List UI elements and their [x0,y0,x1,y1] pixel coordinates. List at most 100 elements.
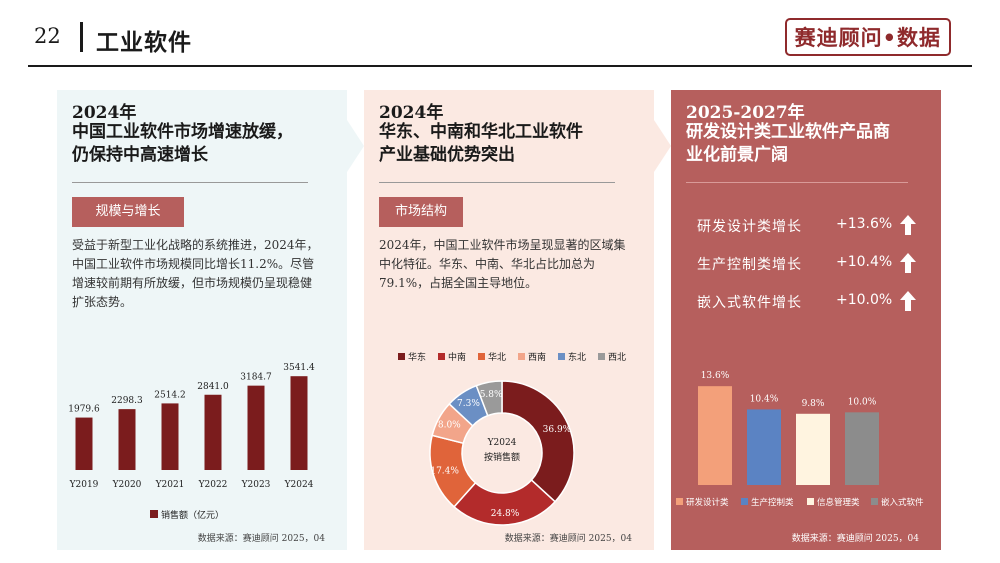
panel-heading-line: 华东、中南和华北工业软件 [379,122,583,142]
legend-label: 研发设计类 [686,497,729,508]
legend-label: 西北 [608,352,626,363]
region-donut-chart: 华东 中南 华北 西南 东北 西北 36.9% 24.8% 17.4% 8.0% 7.3%5.8%… [398,351,626,526]
panel-arrow [654,120,671,172]
bar [161,403,179,470]
panel-heading-line: 研发设计类工业软件产品商 [686,122,890,142]
legend-label: 销售额（亿元） [161,509,224,521]
bar [118,409,136,470]
legend-label: 生产控制类 [751,497,794,508]
bar-value-label: 10.0% [848,397,877,407]
sales-bar-chart: 1979.6 2298.3 2514.2 2841.0 3184.7 3541.4 Y20… [68,363,315,521]
panel-heading-line: 中国工业软件市场增速放缓， [72,122,293,142]
donut-center-title: Y2024 [487,438,517,448]
brand-logo: 赛迪顾问•数据 [784,18,951,56]
growth-row: 生产控制类增长 +10.4% [697,252,917,276]
donut-slice [501,380,575,503]
slice-label: 7.3% [457,399,480,409]
legend-swatch [676,498,683,505]
title-divider [80,22,83,52]
bar-value-label: 3184.7 [240,373,272,383]
panel-heading-line: 业化前景广阔 [686,145,788,165]
legend-label: 东北 [568,351,586,363]
panel-heading-line: 产业基础优势突出 [379,145,515,165]
legend-label: 嵌入式软件 [881,497,924,508]
growth-row: 嵌入式软件增长 +10.0% [697,290,917,314]
page-number: 22 [34,24,61,48]
panel-year: 2025-2027年 [686,103,805,123]
bar-value-label: 1979.6 [68,405,100,415]
legend-swatch [598,353,605,360]
page-header: 22 工业软件 赛迪顾问•数据 [0,0,1000,66]
legend-swatch [518,353,525,360]
data-source: 数据来源：赛迪顾问 2025，04 [504,534,632,544]
growth-label: 嵌入式软件增长 [697,295,802,311]
legend-label: 西南 [528,351,546,363]
data-source: 数据来源：赛迪顾问 2025，04 [791,534,919,544]
bar-value-label: 2514.2 [154,390,186,400]
legend-label: 信息管理类 [817,497,860,508]
bar-value-label: 2841.0 [197,382,229,392]
bar-value-label: 9.8% [802,399,825,409]
x-tick-label: Y2021 [155,480,185,490]
x-tick-label: Y2019 [69,480,99,490]
legend-swatch [478,353,485,360]
donut-center-subtitle: 按销售额 [484,451,520,463]
panel-year: 2024年 [379,103,444,123]
x-tick-label: Y2024 [284,480,314,490]
bar-value-label: 13.6% [701,371,730,381]
bar [845,412,879,485]
legend-swatch [871,498,878,505]
data-source: 数据来源：赛迪顾问 2025，04 [197,534,325,544]
growth-value: +13.6% [836,216,893,232]
panel-divider [379,182,615,183]
bar [747,409,781,485]
panel-divider [72,182,308,183]
legend-swatch [558,353,565,360]
growth-value: +10.0% [836,292,893,308]
bar [75,417,93,470]
header-rule [28,65,972,67]
x-tick-label: Y2023 [241,480,271,490]
slice-label: 36.9% [543,425,572,435]
slice-label: 24.8% [491,509,520,519]
bar [290,376,308,470]
section-tag: 市场结构 [379,197,463,227]
growth-label: 生产控制类增长 [697,257,802,273]
panel-divider [686,182,908,183]
bar [796,413,830,485]
legend-label: 华北 [488,351,506,363]
legend-swatch [741,498,748,505]
forecast-bar-chart: 13.6% 10.4% 9.8% 10.0% 研发设计类 生产控制类 信息管理类 嵌入式软件 [676,371,924,508]
legend-swatch [398,353,405,360]
up-arrow-icon [900,291,916,311]
panel-heading-line: 仍保持中高速增长 [72,145,208,165]
legend-swatch [807,498,814,505]
growth-row: 研发设计类增长 +13.6% [697,214,917,238]
panel-arrow [347,120,364,172]
panel-year: 2024年 [72,103,137,123]
x-tick-label: Y2020 [112,480,142,490]
bar-value-label: 2298.3 [111,396,143,406]
panel-market-size: 2024年 中国工业软件市场增速放缓， 仍保持中高速增长 规模与增长 受益于新型… [57,90,347,550]
panel-outlook: 2025-2027年 研发设计类工业软件产品商 业化前景广阔 研发设计类增长 +… [671,90,941,550]
legend-label: 华东 [408,351,426,363]
section-tag: 规模与增长 [72,197,184,227]
panel-description: 2024年，中国工业软件市场呈现显著的区域集中化特征。华东、中南、华北占比加总为… [379,238,626,290]
up-arrow-icon [900,253,916,273]
x-tick-label: Y2022 [198,480,228,490]
bar [204,394,222,470]
slice-label: 5.8% [480,390,503,400]
panel-description: 受益于新型工业化战略的系统推进，2024年，中国工业软件市场规模同比增长11.2… [72,238,319,309]
donut-slice [475,380,503,417]
legend-label: 中南 [448,351,466,363]
up-arrow-icon [900,215,916,235]
slice-label: 17.4% [430,467,459,477]
legend-swatch [438,353,445,360]
bar [247,385,265,470]
growth-label: 研发设计类增长 [697,219,802,235]
panel-market-structure: 2024年 华东、中南和华北工业软件 产业基础优势突出 市场结构 2024年，中… [364,90,654,550]
legend-swatch [150,510,158,518]
slice-label: 8.0% [438,420,461,430]
growth-value: +10.4% [836,254,893,270]
bar-value-label: 3541.4 [283,363,315,373]
